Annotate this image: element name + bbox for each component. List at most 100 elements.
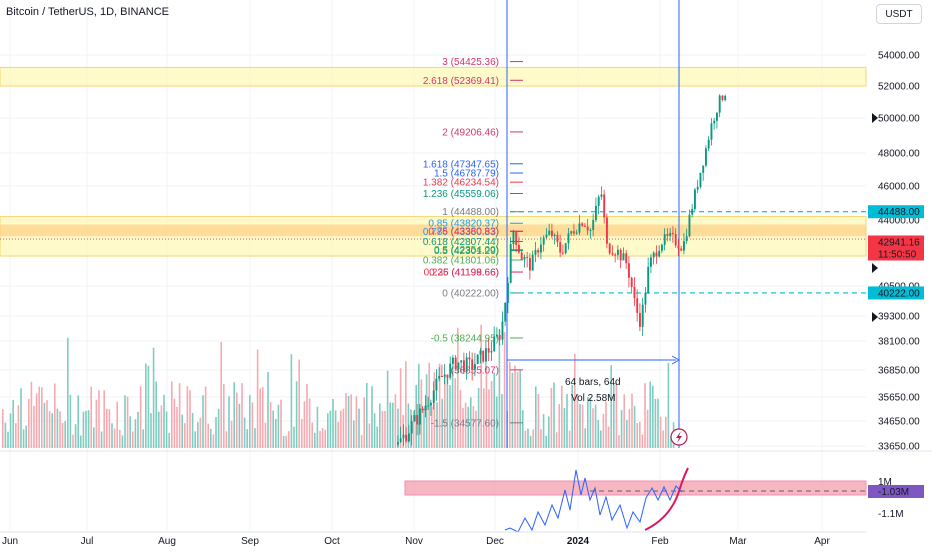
indicator-badge-text: -1.03M <box>878 487 909 498</box>
candle-body <box>716 112 718 121</box>
volume-bar <box>147 365 150 448</box>
indicator-line <box>504 469 683 533</box>
volume-bar <box>30 381 33 448</box>
volume-bar <box>142 429 144 448</box>
candle-body <box>710 123 713 140</box>
volume-bar <box>441 398 443 448</box>
currency-button[interactable]: USDT <box>876 4 922 24</box>
price-tick-2: 50000.00 <box>878 114 920 125</box>
symbol-title[interactable]: Bitcoin / TetherUS, 1D, BINANCE <box>6 6 170 18</box>
volume-bar <box>139 386 142 448</box>
candle-body <box>490 351 493 353</box>
volume-bar <box>285 435 287 448</box>
volume-bar <box>303 401 306 448</box>
volume-bar <box>301 418 303 448</box>
volume-bar <box>561 385 563 448</box>
volume-bar <box>623 394 625 448</box>
volume-bar <box>15 423 17 448</box>
volume-bar <box>371 386 373 448</box>
candle-body <box>630 277 633 287</box>
volume-bar <box>108 409 111 448</box>
volume-bar <box>636 423 638 448</box>
volume-bar <box>74 424 77 448</box>
candle-body <box>520 252 523 260</box>
time-label-3: Sep <box>241 536 259 547</box>
volume-bar <box>215 417 217 448</box>
volume-bar <box>246 429 248 448</box>
candle-body <box>600 194 603 197</box>
volume-bar <box>158 411 160 448</box>
candle-body <box>603 194 606 218</box>
volume-bar <box>423 408 425 448</box>
candle-body <box>512 231 515 245</box>
candle-body <box>507 282 509 303</box>
candle-body <box>405 434 408 442</box>
volume-bar <box>126 396 129 448</box>
candle-body <box>691 209 694 215</box>
volume-bar <box>259 388 261 448</box>
fib-label-10: 0.75 (43380.83) <box>428 227 499 238</box>
fib-label-12: 0.5 (42354.00) <box>434 245 499 256</box>
price-marker-icon <box>872 263 878 273</box>
volume-bar <box>594 404 597 448</box>
volume-bar <box>584 428 586 448</box>
candle-body <box>496 334 498 337</box>
price-marker-icon <box>872 113 878 123</box>
candle-body <box>696 186 699 190</box>
time-label-9: Mar <box>729 536 747 547</box>
candle-body <box>435 378 438 391</box>
volume-bar <box>191 413 194 448</box>
volume-bar <box>189 390 191 448</box>
volume-bar <box>355 396 358 448</box>
candle-body <box>430 402 432 406</box>
volume-bar <box>199 417 202 448</box>
volume-bar <box>462 407 464 448</box>
candle-body <box>564 243 567 254</box>
volume-bar <box>626 420 628 448</box>
fib-label-11: 0.618 (42807.44) <box>423 237 499 248</box>
volume-bar <box>545 435 547 448</box>
volume-bar <box>431 406 433 448</box>
volume-bar <box>111 423 113 448</box>
volume-bar <box>121 435 124 448</box>
volume-bar <box>20 388 22 448</box>
volume-bar <box>665 416 667 448</box>
candle-body <box>625 253 628 264</box>
volume-bar <box>202 395 204 448</box>
candle-body <box>468 357 471 360</box>
volume-bar <box>329 410 332 448</box>
measure-volume-label: Vol 2.58M <box>571 393 615 404</box>
volume-bar <box>394 394 397 448</box>
volume-bar <box>496 396 498 448</box>
volume-bar <box>324 429 326 448</box>
volume-bar <box>342 408 345 448</box>
candle-body <box>460 360 463 363</box>
volume-bar <box>519 369 521 448</box>
volume-bar <box>386 370 389 448</box>
time-label-6: Dec <box>486 536 504 547</box>
volume-bar <box>602 413 605 448</box>
volume-bar <box>490 380 493 448</box>
volume-bar <box>145 363 147 448</box>
volume-bar <box>197 422 199 448</box>
volume-bar <box>321 428 324 448</box>
volume-bar <box>613 384 615 448</box>
volume-bar <box>233 382 235 448</box>
volume-bar <box>566 394 568 448</box>
countdown-badge <box>868 247 924 261</box>
volume-bar <box>69 394 72 448</box>
candle-body <box>457 362 460 370</box>
volume-bar <box>116 401 118 448</box>
volume-bar <box>571 384 573 448</box>
volume-bar <box>563 407 566 448</box>
candle-body <box>567 233 570 244</box>
fib-label-16: 0.25 (41198.66) <box>429 268 499 279</box>
volume-bar <box>652 385 654 448</box>
volume-bar <box>163 394 165 448</box>
volume-bar <box>589 397 592 448</box>
candle-body <box>633 286 636 299</box>
volume-bar <box>535 386 537 448</box>
volume-bar <box>256 349 259 448</box>
